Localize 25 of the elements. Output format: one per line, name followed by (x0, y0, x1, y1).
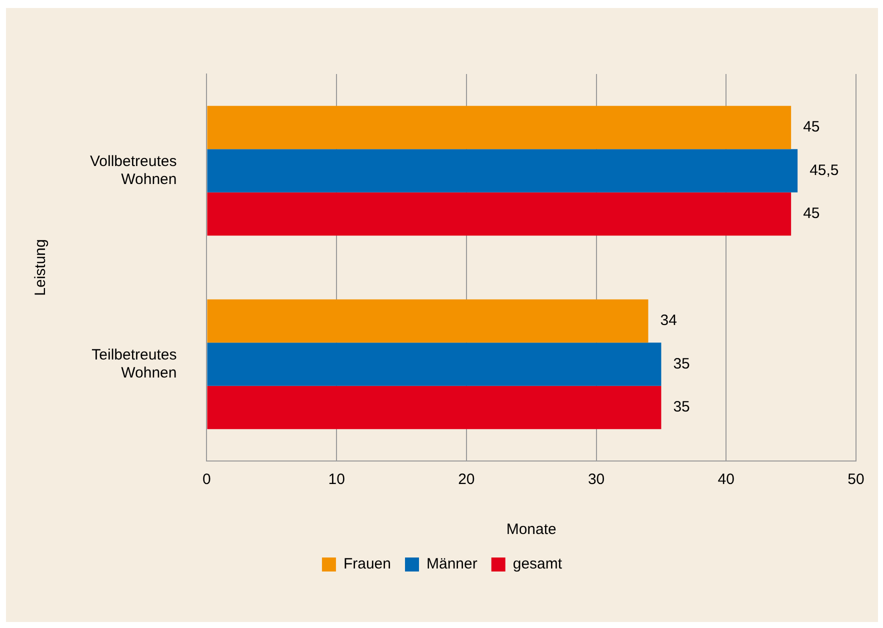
bar (207, 386, 662, 430)
y-tick-label: Teilbetreutes Wohnen (92, 346, 177, 382)
y-tick-label: Vollbetreutes Wohnen (90, 152, 177, 188)
data-label: 45 (803, 205, 820, 222)
data-label: 45,5 (810, 162, 839, 179)
data-label: 45 (803, 118, 820, 136)
legend-label: gesamt (512, 556, 563, 573)
x-tick-label: 0 (202, 471, 211, 488)
x-axis-title: Monate (506, 521, 556, 538)
bar (207, 149, 798, 192)
data-label: 34 (660, 312, 677, 330)
x-tick-label: 20 (458, 471, 475, 488)
legend-label: Frauen (343, 556, 391, 573)
x-tick-label: 10 (328, 471, 345, 488)
data-label: 35 (673, 355, 690, 372)
bar (207, 106, 792, 150)
legend-label: Männer (426, 556, 478, 573)
bar (207, 299, 648, 343)
data-label: 35 (673, 398, 690, 416)
x-tick-label: 40 (718, 471, 734, 488)
x-tick-label: 50 (848, 471, 864, 488)
y-axis-title: Leistung (32, 239, 50, 296)
bar (207, 342, 662, 386)
x-tick-label: 30 (588, 471, 605, 488)
bar (207, 192, 792, 236)
